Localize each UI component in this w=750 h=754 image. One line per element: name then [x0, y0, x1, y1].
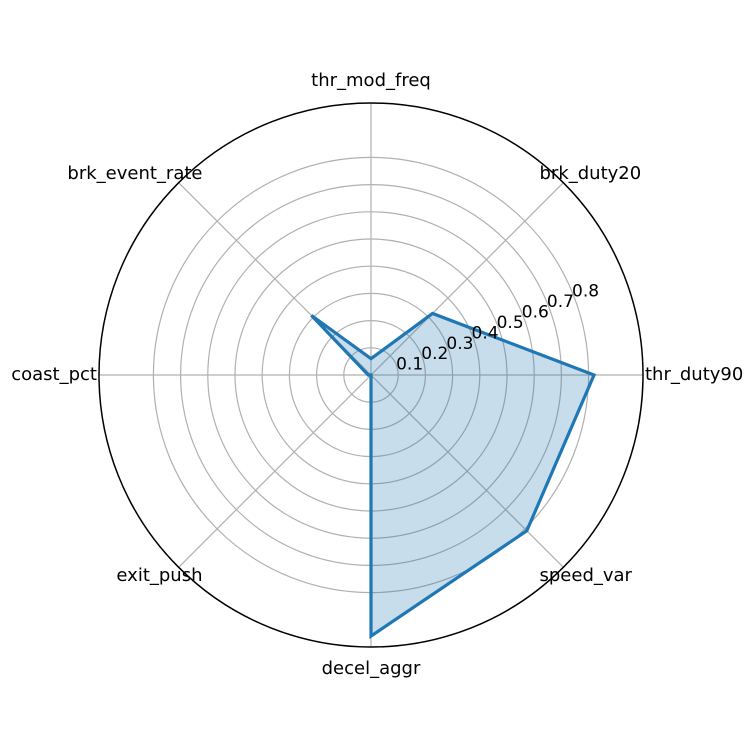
category-label-thr_duty90: thr_duty90 [645, 364, 743, 385]
radial-tick-label: 0.5 [497, 313, 524, 333]
category-label-coast_pct: coast_pct [11, 364, 97, 385]
category-label-brk_duty20: brk_duty20 [540, 163, 642, 184]
spoke-exit_push [179, 375, 371, 567]
radial-tick-label: 0.2 [421, 344, 448, 364]
category-label-exit_push: exit_push [116, 565, 202, 586]
category-label-brk_event_rate: brk_event_rate [67, 163, 202, 184]
radial-tick-label: 0.6 [522, 303, 549, 323]
category-label-speed_var: speed_var [540, 565, 633, 586]
radial-tick-label: 0.8 [572, 282, 599, 302]
category-label-decel_aggr: decel_aggr [322, 658, 421, 679]
category-label-thr_mod_freq: thr_mod_freq [311, 70, 431, 91]
radial-tick-label: 0.4 [472, 323, 499, 343]
radial-tick-label: 0.3 [446, 334, 473, 354]
radial-tick-label: 0.7 [547, 292, 574, 312]
radial-tick-label: 0.1 [396, 355, 423, 375]
series-layer [311, 313, 594, 636]
